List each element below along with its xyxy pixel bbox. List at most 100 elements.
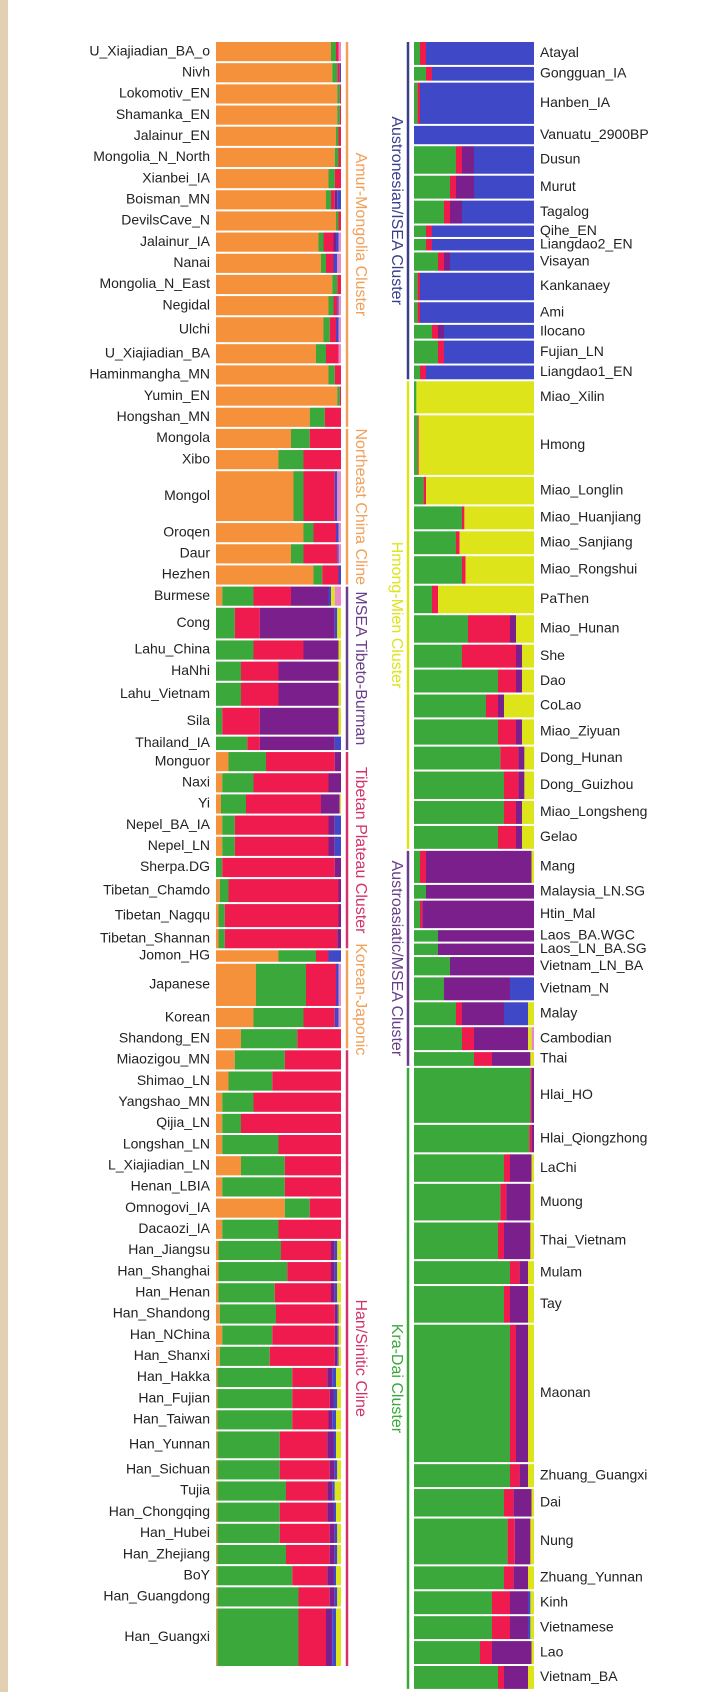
population-label: Henan_LBIA: [131, 1178, 211, 1194]
population-label: Lahu_China: [134, 641, 210, 657]
ancestry-segment: [414, 644, 462, 668]
population-label: PaThen: [540, 590, 589, 606]
ancestry-segment: [500, 746, 519, 770]
population-label: Miao_Rongshui: [540, 561, 637, 577]
population-label: Omnogovi_IA: [125, 1199, 210, 1215]
population-bar: [216, 253, 341, 273]
population-label: Monguor: [155, 752, 211, 768]
population-label: Mongol: [164, 487, 210, 503]
ancestry-segment: [414, 1154, 504, 1182]
ancestry-segment: [337, 929, 341, 949]
population-bar: [414, 381, 534, 414]
population-label: Hanben_IA: [540, 94, 611, 110]
population-label: Xianbei_IA: [142, 169, 210, 185]
ancestry-segment: [338, 682, 341, 706]
population-bar: [216, 232, 341, 252]
cluster-label: Amur-Mongolia Cluster: [352, 153, 369, 317]
ancestry-segment: [326, 344, 339, 364]
ancestry-segment: [528, 1616, 531, 1640]
ancestry-segment: [331, 1283, 335, 1303]
ancestry-segment: [334, 1304, 338, 1324]
ancestry-segment: [420, 42, 426, 65]
ancestry-segment: [462, 506, 465, 530]
ancestry-segment: [216, 1460, 218, 1480]
ancestry-segment: [522, 825, 534, 849]
population-bar: [216, 929, 341, 949]
ancestry-segment: [414, 746, 501, 770]
ancestry-segment: [414, 340, 438, 364]
ancestry-segment: [438, 340, 444, 364]
ancestry-segment: [333, 296, 338, 316]
ancestry-segment: [303, 471, 335, 522]
population-bar: [216, 879, 341, 903]
ancestry-segment: [329, 1523, 335, 1543]
population-bar: [414, 1464, 534, 1488]
population-bar: [414, 238, 534, 251]
population-label: Vietnam_LN_BA: [540, 957, 644, 973]
population-label: Nung: [540, 1532, 573, 1548]
ancestry-segment: [462, 200, 534, 224]
population-bar: [414, 669, 534, 693]
ancestry-segment: [418, 415, 534, 475]
ancestry-segment: [217, 1502, 280, 1522]
ancestry-segment: [216, 253, 321, 273]
population-label: Burmese: [154, 587, 210, 603]
ancestry-segment: [216, 1367, 218, 1388]
ancestry-segment: [234, 1050, 285, 1070]
ancestry-segment: [259, 736, 335, 751]
population-label: Maonan: [540, 1384, 591, 1400]
population-label: Nepel_LN: [148, 837, 210, 853]
ancestry-segment: [217, 1587, 299, 1607]
population-label: Hezhen: [162, 566, 210, 582]
ancestry-segment: [216, 1389, 218, 1409]
population-label: Kinh: [540, 1593, 568, 1609]
ancestry-segment: [217, 1544, 286, 1565]
population-label: Vanuatu_2900BP: [540, 126, 649, 142]
ancestry-segment: [530, 1052, 534, 1066]
population-label: Dusun: [540, 151, 580, 167]
ancestry-segment: [414, 1464, 510, 1488]
ancestry-segment: [334, 857, 341, 878]
ancestry-segment: [414, 200, 444, 224]
ancestry-segment: [216, 1198, 285, 1218]
population-bar: [216, 815, 341, 835]
ancestry-segment: [219, 879, 229, 903]
ancestry-segment: [456, 175, 474, 199]
ancestry-segment: [336, 42, 339, 62]
ancestry-segment: [414, 365, 420, 380]
ancestry-segment: [414, 225, 426, 237]
ancestry-segment: [414, 957, 450, 976]
population-bar: [414, 644, 534, 668]
cluster-label: Korean-Japonic: [352, 943, 369, 1055]
ancestry-segment: [414, 801, 504, 824]
ancestry-segment: [228, 752, 266, 772]
ancestry-segment: [510, 1154, 532, 1182]
population-bar: [414, 556, 534, 584]
ancestry-segment: [438, 585, 534, 614]
ancestry-segment: [336, 1566, 341, 1586]
ancestry-segment: [216, 640, 254, 660]
ancestry-segment: [336, 963, 339, 1006]
ancestry-segment: [338, 565, 341, 585]
ancestry-segment: [414, 476, 424, 505]
population-label: Yangshao_MN: [118, 1093, 210, 1109]
cluster-label: Austronesian/ISEA Cluster: [388, 116, 405, 305]
population-label: Daur: [180, 545, 211, 561]
ancestry-segment: [444, 977, 510, 1001]
population-label: DevilsCave_N: [121, 212, 210, 228]
ancestry-segment: [323, 317, 330, 343]
population-label: Tibetan_Nagqu: [115, 906, 210, 922]
population-bar: [414, 531, 534, 555]
population-bar: [414, 943, 534, 956]
ancestry-segment: [528, 1566, 534, 1590]
ancestry-segment: [492, 1591, 510, 1615]
population-bar: [414, 900, 534, 929]
ancestry-segment: [222, 1325, 273, 1345]
ancestry-segment: [334, 365, 341, 385]
population-label: Nepel_BA_IA: [126, 816, 211, 832]
ancestry-segment: [531, 1027, 534, 1051]
ancestry-segment: [329, 1460, 335, 1480]
ancestry-segment: [279, 1523, 330, 1543]
ancestry-segment: [336, 232, 339, 252]
ancestry-segment: [426, 476, 534, 505]
